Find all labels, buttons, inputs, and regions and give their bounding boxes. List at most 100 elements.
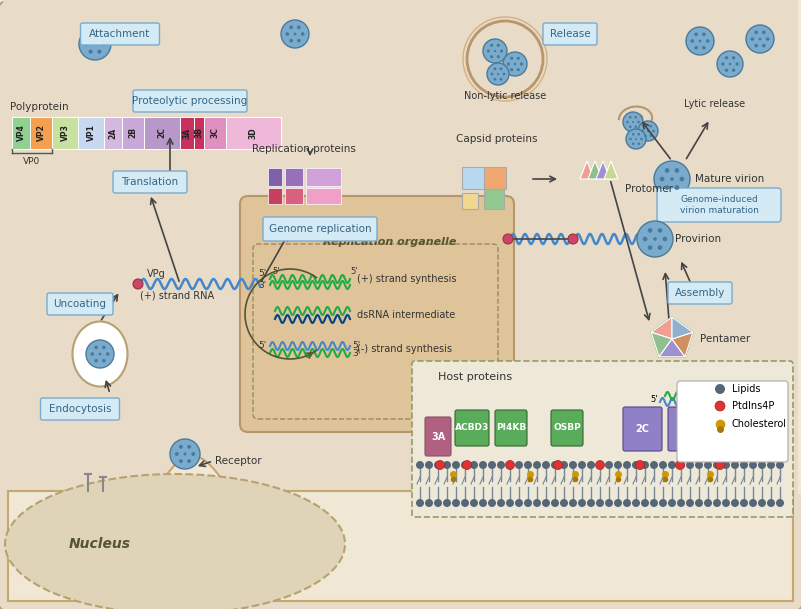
Circle shape — [443, 461, 451, 469]
Polygon shape — [659, 339, 685, 357]
Circle shape — [587, 499, 595, 507]
Polygon shape — [8, 0, 801, 494]
Circle shape — [731, 499, 739, 507]
Circle shape — [758, 461, 766, 469]
Circle shape — [758, 499, 766, 507]
Circle shape — [587, 461, 595, 469]
Circle shape — [677, 461, 685, 469]
Circle shape — [102, 42, 106, 46]
Text: Mature virion: Mature virion — [695, 174, 764, 184]
Circle shape — [542, 499, 550, 507]
Circle shape — [490, 44, 493, 47]
Circle shape — [533, 461, 541, 469]
Circle shape — [596, 461, 604, 469]
Circle shape — [638, 133, 640, 136]
Circle shape — [662, 237, 667, 241]
Circle shape — [191, 452, 195, 456]
Circle shape — [533, 499, 541, 507]
Text: 5': 5' — [650, 395, 658, 404]
Circle shape — [289, 39, 293, 43]
Circle shape — [95, 345, 98, 349]
Text: dsRNA intermediate: dsRNA intermediate — [357, 310, 455, 320]
Circle shape — [658, 228, 662, 233]
Circle shape — [630, 138, 632, 140]
Circle shape — [638, 121, 640, 123]
Circle shape — [179, 445, 183, 449]
Circle shape — [626, 121, 629, 123]
Circle shape — [776, 461, 784, 469]
Circle shape — [297, 26, 300, 29]
Circle shape — [520, 63, 523, 66]
Text: VP2: VP2 — [37, 125, 46, 141]
Text: Assembly: Assembly — [674, 288, 725, 298]
Circle shape — [635, 460, 645, 470]
Text: 2C: 2C — [158, 127, 167, 138]
Circle shape — [762, 44, 766, 48]
Circle shape — [133, 279, 143, 289]
Polygon shape — [580, 161, 594, 179]
Circle shape — [285, 32, 289, 36]
Circle shape — [735, 62, 739, 66]
FancyBboxPatch shape — [104, 117, 122, 149]
Circle shape — [503, 234, 513, 244]
FancyBboxPatch shape — [144, 117, 180, 149]
Circle shape — [674, 185, 679, 190]
Circle shape — [568, 234, 578, 244]
Text: VP1: VP1 — [87, 125, 95, 141]
Circle shape — [704, 461, 712, 469]
Circle shape — [500, 68, 502, 70]
Circle shape — [732, 68, 735, 72]
Circle shape — [493, 78, 497, 80]
Circle shape — [731, 461, 739, 469]
Circle shape — [706, 39, 710, 43]
Circle shape — [614, 461, 622, 469]
Circle shape — [694, 46, 698, 49]
Circle shape — [95, 359, 98, 362]
Circle shape — [702, 32, 706, 36]
Circle shape — [759, 38, 762, 40]
Circle shape — [84, 42, 88, 46]
FancyBboxPatch shape — [551, 410, 583, 446]
Circle shape — [506, 499, 514, 507]
Circle shape — [725, 68, 728, 72]
FancyBboxPatch shape — [133, 90, 247, 112]
Circle shape — [425, 499, 433, 507]
Text: Host proteins: Host proteins — [438, 372, 512, 382]
FancyBboxPatch shape — [3, 0, 798, 499]
FancyBboxPatch shape — [306, 168, 341, 186]
Circle shape — [638, 143, 640, 145]
Circle shape — [704, 499, 712, 507]
Text: (+) strand RNA: (+) strand RNA — [140, 291, 214, 301]
Circle shape — [623, 499, 631, 507]
Text: VP4: VP4 — [17, 125, 26, 141]
Text: 5': 5' — [259, 342, 267, 351]
FancyBboxPatch shape — [80, 23, 159, 45]
Circle shape — [629, 125, 631, 128]
Circle shape — [715, 384, 725, 394]
Circle shape — [510, 57, 513, 60]
Text: 5': 5' — [730, 395, 738, 404]
Circle shape — [668, 499, 676, 507]
Circle shape — [698, 40, 702, 43]
Circle shape — [524, 499, 532, 507]
Circle shape — [497, 499, 505, 507]
Polygon shape — [651, 317, 672, 339]
Circle shape — [690, 39, 694, 43]
Circle shape — [641, 130, 644, 132]
Circle shape — [89, 49, 93, 54]
Text: Pentamer: Pentamer — [700, 334, 751, 344]
Circle shape — [436, 460, 445, 470]
FancyBboxPatch shape — [226, 117, 281, 149]
Circle shape — [434, 461, 442, 469]
Polygon shape — [588, 161, 602, 179]
Circle shape — [767, 461, 775, 469]
Text: Lipids: Lipids — [732, 384, 760, 394]
Text: Nucleus: Nucleus — [69, 537, 131, 551]
Circle shape — [443, 499, 451, 507]
Circle shape — [497, 44, 500, 47]
Text: Lytic release: Lytic release — [684, 99, 746, 109]
Text: Genome-induced
virion maturation: Genome-induced virion maturation — [679, 195, 759, 215]
Circle shape — [99, 353, 102, 356]
Text: 3A: 3A — [183, 127, 191, 139]
Circle shape — [766, 37, 770, 41]
